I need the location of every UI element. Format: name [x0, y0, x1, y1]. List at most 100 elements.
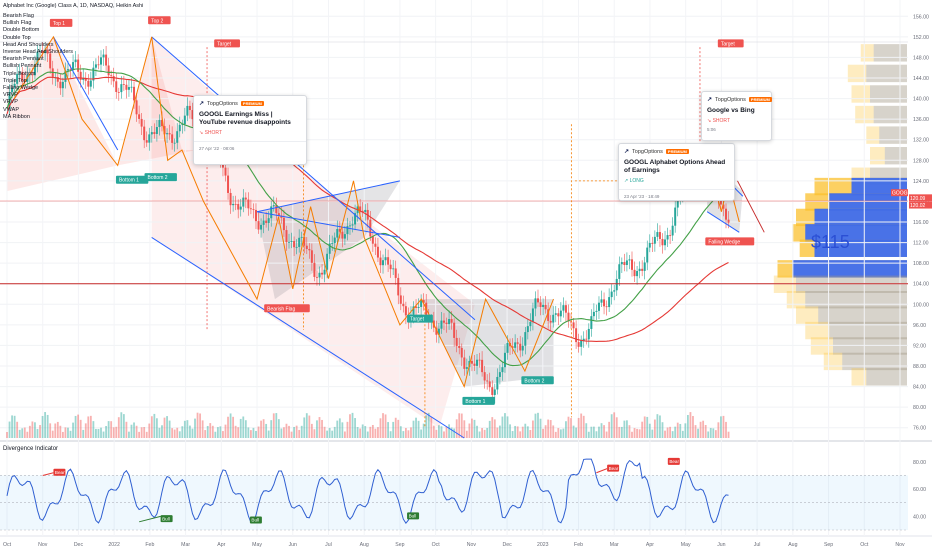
candle-body	[486, 380, 489, 382]
candle-body	[382, 260, 385, 266]
idea-side-label: SHORT	[712, 118, 731, 124]
volume-bar	[95, 428, 97, 438]
osc-tick-label: 80.00	[913, 460, 926, 466]
candle-body	[623, 262, 626, 266]
bottom-label: Bottom 1	[462, 396, 495, 405]
idea-card-options[interactable]: ↗ TopgOptions PREMIUM GOOGL Alphabet Optio…	[618, 143, 735, 201]
candle-body	[376, 246, 379, 258]
div-label-bg	[53, 468, 66, 476]
volume-bar	[158, 427, 161, 438]
volume-bar	[194, 418, 196, 438]
legend-item[interactable]: Inverse Head And Shoulders	[3, 49, 74, 56]
osc-tick-label: 40.00	[913, 514, 926, 520]
candle-body	[585, 338, 588, 340]
candle-body	[343, 234, 346, 239]
volume-bar	[483, 429, 486, 438]
candle-body	[371, 236, 374, 244]
candle-body	[318, 272, 321, 278]
volume-bar	[361, 424, 364, 438]
candle-body	[11, 87, 14, 93]
idea-card-earnings[interactable]: ↗ TopgOptions PREMIUM GOOGL Earnings Miss …	[193, 95, 307, 165]
bottom-label-bg	[115, 175, 149, 184]
legend-item[interactable]: Bearish Flag	[3, 13, 34, 19]
candle-body	[166, 133, 169, 135]
volume-bar	[537, 412, 539, 438]
volume-bar	[242, 416, 245, 438]
volume-bar	[39, 425, 41, 438]
volume-bar	[610, 414, 613, 438]
candle-body	[66, 69, 69, 71]
volume-profile-bar	[814, 239, 907, 257]
candle-body	[272, 205, 275, 207]
candle-body	[97, 64, 100, 66]
trend-icon: ↗	[707, 97, 713, 103]
volume-bar	[270, 420, 273, 438]
volume-bar	[725, 421, 727, 438]
candle-body	[120, 84, 123, 93]
volume-bar	[189, 425, 191, 438]
candle-body	[666, 235, 669, 240]
candle-body	[641, 268, 644, 271]
div-label-bg	[249, 516, 262, 524]
legend-item[interactable]: Head And Shoulders	[3, 41, 54, 48]
legend-item[interactable]: Bearish Pennant	[3, 56, 44, 63]
volume-bar	[397, 419, 400, 438]
y-tick-label: 136.00	[913, 117, 929, 123]
volume-bar	[265, 423, 268, 438]
candle-body	[620, 262, 623, 265]
legend-item[interactable]: VRVP	[3, 92, 18, 99]
volume-bar	[336, 420, 339, 438]
div-label-bg	[160, 515, 173, 523]
volume-bar	[412, 420, 415, 438]
volume-bar	[684, 423, 687, 438]
volume-bar	[277, 419, 280, 438]
candle-body	[87, 80, 90, 87]
idea-date: 5:06	[707, 127, 716, 132]
candle-body	[503, 352, 506, 368]
candle-body	[288, 241, 291, 243]
legend-item[interactable]: MA Ribbon	[3, 113, 30, 120]
target-label-bg	[717, 39, 744, 48]
volume-profile-bar	[796, 306, 907, 324]
price-tag-text: 120.09	[910, 196, 926, 202]
candle-body	[361, 210, 364, 213]
y-tick-label: 128.00	[913, 158, 929, 164]
legend-item[interactable]: Double Bottom	[3, 27, 40, 34]
x-tick-label: Mar	[610, 542, 619, 548]
premium-badge: PREMIUM	[240, 101, 264, 106]
candle-body	[293, 241, 296, 248]
candle-body	[531, 308, 534, 322]
volume-bar	[153, 413, 156, 438]
volume-bar	[122, 414, 125, 438]
idea-card-bing[interactable]: ↗ TopgOptions PREMIUM Google vs Bing ↘ SHO…	[701, 91, 772, 141]
y-tick-label: 80.00	[913, 405, 926, 411]
volume-bar	[349, 414, 351, 438]
candle-body	[310, 250, 313, 263]
target-label-text: Target	[217, 41, 232, 47]
trend-icon: ↗	[199, 101, 205, 107]
legend-item[interactable]: Bullish Pennant	[3, 63, 42, 70]
volume-bar	[694, 425, 697, 438]
volume-bar	[445, 426, 448, 438]
legend-item[interactable]: VRVP	[3, 99, 18, 106]
candle-body	[595, 310, 598, 312]
candle-body	[514, 342, 517, 348]
volume-bar	[173, 429, 176, 438]
candle-body	[445, 322, 448, 325]
volume-profile-bar	[870, 85, 907, 103]
top-label-text: Top 2	[151, 18, 163, 24]
legend-item[interactable]: Triple Top	[3, 77, 27, 84]
legend-item[interactable]: Bullish Flag	[3, 20, 32, 27]
volume-bar	[544, 425, 547, 438]
candle-body	[244, 197, 247, 200]
volume-bar	[331, 430, 334, 438]
legend-item[interactable]: Falling Wedge	[3, 85, 39, 92]
volume-bar	[567, 416, 570, 438]
candle-body	[481, 359, 484, 373]
candle-body	[727, 219, 730, 223]
candle-body	[384, 257, 387, 261]
legend-item[interactable]: Triple Bottom	[3, 70, 36, 77]
legend-item[interactable]: Double Top	[3, 34, 31, 41]
legend-item[interactable]: VWAP	[3, 106, 19, 113]
